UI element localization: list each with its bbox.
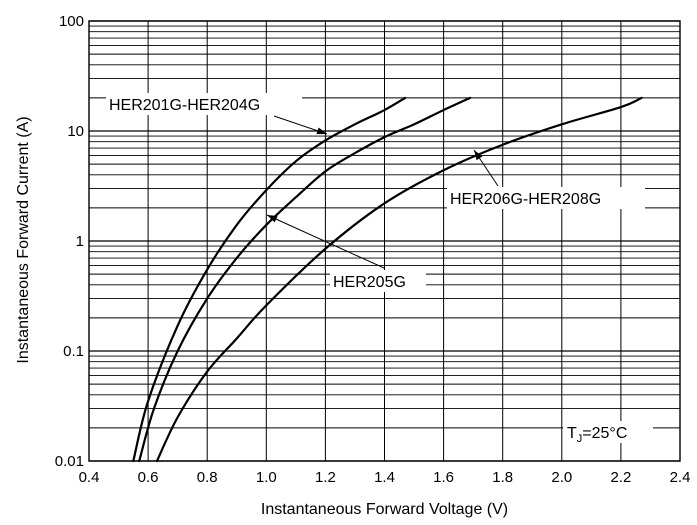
x-tick-label: 2.4 — [670, 469, 691, 486]
series-line-her201g-her204g — [132, 96, 407, 463]
x-tick-label: 0.4 — [79, 469, 100, 486]
y-tick-label: 0.01 — [55, 453, 84, 470]
x-axis-label: Instantaneous Forward Voltage (V) — [261, 501, 508, 518]
x-tick-label: 0.8 — [197, 469, 218, 486]
y-tick-label: 100 — [59, 13, 84, 30]
condition-label: TJ=25°C — [567, 425, 627, 445]
annotation-label-her206g-her208g: HER206G-HER208G — [450, 191, 601, 208]
series-line-her205g — [138, 96, 472, 463]
x-tick-label: 1.4 — [374, 469, 395, 486]
x-tick-label: 1.8 — [492, 469, 513, 486]
annotation-bg-her205g — [330, 270, 426, 292]
annotation-bg-her201g-her204g — [106, 93, 302, 115]
x-tick-label: 1.0 — [256, 469, 277, 486]
annotations: HER201G-HER204G HER205G HER206G-HER208G TJ=… — [106, 93, 653, 445]
x-tick-label: 1.6 — [433, 469, 454, 486]
x-tick-label: 1.2 — [315, 469, 336, 486]
x-tick-label: 0.6 — [138, 469, 159, 486]
x-tick-label: 2.2 — [610, 469, 631, 486]
series-lines — [132, 96, 643, 463]
tick-labels: 0.4 0.6 0.8 1.0 1.2 1.4 1.6 1.8 2.0 2.2 2.4 0.01 0.1… — [55, 13, 691, 486]
y-tick-label: 10 — [67, 123, 84, 140]
annotation-bg-her206g-her208g — [447, 187, 645, 209]
series-line-her206g-her208g — [155, 96, 643, 463]
x-tick-label: 2.0 — [551, 469, 572, 486]
y-axis-label: Instantaneous Forward Current (A) — [15, 116, 32, 363]
annotation-arrowhead-her206g-her208g — [474, 150, 483, 161]
plot-frame — [88, 20, 681, 462]
annotation-arrow-her205g — [266, 214, 385, 269]
condition-bg — [563, 421, 653, 443]
y-tick-label: 0.1 — [63, 343, 84, 360]
y-tick-label: 1 — [76, 233, 84, 250]
annotation-label-her205g: HER205G — [333, 274, 406, 291]
annotation-arrowhead-her201g-her204g — [316, 127, 327, 135]
annotation-arrowhead-her205g — [267, 215, 278, 223]
annotation-label-her201g-her204g: HER201G-HER204G — [109, 97, 260, 114]
